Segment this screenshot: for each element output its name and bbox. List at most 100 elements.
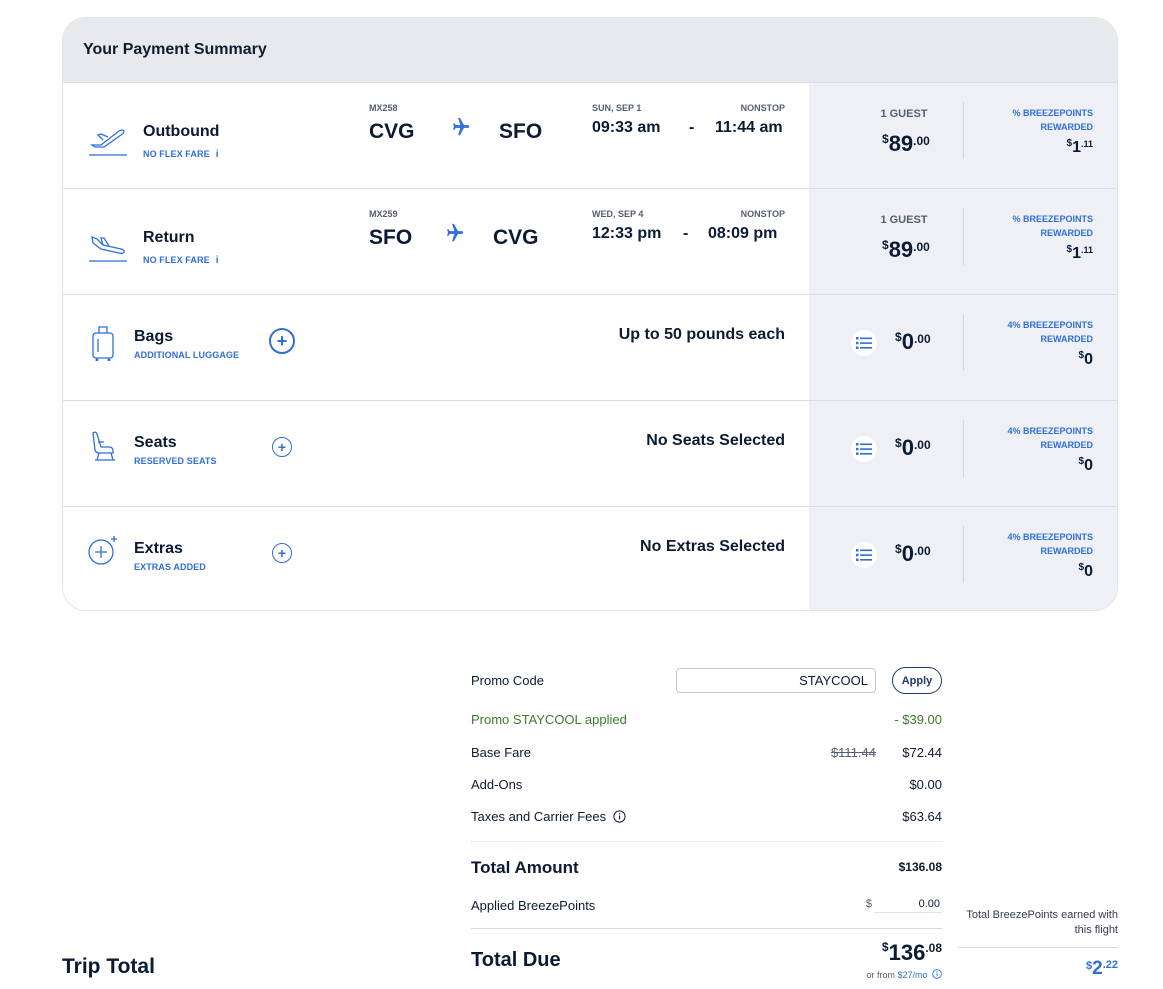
divider xyxy=(963,314,964,371)
page-title: Your Payment Summary xyxy=(83,41,267,58)
breezepoints-value: $1.11 xyxy=(1033,244,1093,263)
divider xyxy=(963,102,964,159)
flight-row-outbound: Outbound NO FLEX FARE i MX258 CVG SFO SUN… xyxy=(63,82,1117,188)
add-seats-button[interactable]: + xyxy=(272,437,292,457)
info-icon[interactable] xyxy=(932,969,942,979)
breezepoints-earned-label: Total BreezePoints earned with this flig… xyxy=(966,909,1118,936)
addon-description: No Seats Selected xyxy=(646,432,785,449)
bp-whole: 1 xyxy=(1072,139,1081,156)
fare-type-text: NO FLEX FARE xyxy=(143,255,210,265)
flight-date: WED, SEP 4 xyxy=(592,209,644,219)
bp-whole: 0 xyxy=(1084,457,1093,474)
origin-airport: CVG xyxy=(369,120,415,143)
due-cents: .08 xyxy=(925,941,942,955)
breezepoints-value: $0 xyxy=(1033,562,1093,581)
base-fare-label: Base Fare xyxy=(471,745,531,760)
addons-label: Add-Ons xyxy=(471,777,523,792)
bp-label-line1: % BREEZEPOINTS xyxy=(1012,214,1093,224)
addon-subtitle: RESERVED SEATS xyxy=(134,456,217,466)
addon-price: $0.00 xyxy=(895,435,931,461)
bp-label-line2: REWARDED xyxy=(1040,440,1093,450)
price-whole: 89 xyxy=(888,131,914,156)
flight-row-return: Return NO FLEX FARE i MX259 SFO CVG WED, … xyxy=(63,188,1117,294)
arrive-time: 11:44 am xyxy=(715,119,783,136)
price-currency: $ xyxy=(895,330,902,344)
stops-label: NONSTOP xyxy=(740,209,785,219)
bp-label-line2: REWARDED xyxy=(1040,546,1093,556)
total-due-label: Total Due xyxy=(471,949,561,971)
flight-price: $89.00 xyxy=(882,131,930,157)
flight-number: MX259 xyxy=(369,209,398,219)
promo-code-row: Promo Code Apply xyxy=(471,660,942,700)
breezepoints-label: 4% BREEZEPOINTS REWARDED xyxy=(973,318,1093,346)
addon-description: Up to 50 pounds each xyxy=(618,326,785,343)
addon-subtitle: EXTRAS ADDED xyxy=(134,562,206,572)
taxes-value: $63.64 xyxy=(902,809,942,824)
bp-earned-whole: 2 xyxy=(1092,958,1103,979)
bp-whole: 1 xyxy=(1072,245,1081,262)
financing-text: or from $27/mo xyxy=(866,969,942,980)
due-currency: $ xyxy=(881,940,889,954)
bp-cents: .11 xyxy=(1080,245,1093,255)
breezepoints-label: % BREEZEPOINTS REWARDED xyxy=(973,212,1093,240)
arrive-time: 08:09 pm xyxy=(708,225,778,242)
fare-type: NO FLEX FARE i xyxy=(143,255,219,266)
price-cents: .00 xyxy=(913,332,931,346)
details-list-button[interactable] xyxy=(851,436,877,462)
price-currency: $ xyxy=(895,436,902,450)
price-cents: .00 xyxy=(913,438,931,452)
breezepoints-value: $0 xyxy=(1033,350,1093,369)
bp-currency: $ xyxy=(1066,244,1073,255)
financing-link[interactable]: $27/mo xyxy=(897,970,928,980)
divider xyxy=(963,420,964,477)
bp-currency: $ xyxy=(1078,456,1085,467)
addon-price: $0.00 xyxy=(895,329,931,355)
details-list-button[interactable] xyxy=(851,542,877,568)
price-whole: 89 xyxy=(888,237,914,262)
bp-label-line1: 4% BREEZEPOINTS xyxy=(1007,426,1093,436)
extras-icon xyxy=(87,535,119,572)
time-separator: - xyxy=(683,225,689,242)
info-icon[interactable] xyxy=(613,810,626,823)
guest-count: 1 GUEST xyxy=(880,108,928,120)
addon-row-bags: Bags ADDITIONAL LUGGAGE + Up to 50 pound… xyxy=(63,294,1117,400)
price-currency: $ xyxy=(895,542,902,556)
flight-label: Outbound xyxy=(143,123,220,140)
plane-landing-icon xyxy=(89,229,127,268)
price-cents: .00 xyxy=(913,240,930,254)
apply-promo-button[interactable]: Apply xyxy=(892,667,942,694)
bp-currency: $ xyxy=(1078,562,1085,573)
base-fare-value: $72.44 xyxy=(902,745,942,760)
due-whole: 136 xyxy=(888,940,926,965)
promo-discount-value: - $39.00 xyxy=(894,712,942,727)
price-whole: 0 xyxy=(901,435,914,460)
breezepoints-label: 4% BREEZEPOINTS REWARDED xyxy=(973,424,1093,452)
add-extras-button[interactable]: + xyxy=(272,543,292,563)
fare-type-text: NO FLEX FARE xyxy=(143,149,210,159)
price-currency: $ xyxy=(882,238,889,252)
bp-label-line2: REWARDED xyxy=(1040,334,1093,344)
addon-description: No Extras Selected xyxy=(640,538,785,555)
plane-takeoff-icon xyxy=(89,123,127,162)
applied-breezepoints-label: Applied BreezePoints xyxy=(471,898,596,913)
breezepoints-label: % BREEZEPOINTS REWARDED xyxy=(973,106,1093,134)
bp-label-line1: 4% BREEZEPOINTS xyxy=(1007,320,1093,330)
add-bags-button[interactable]: + xyxy=(269,328,295,354)
addon-label: Seats xyxy=(134,434,177,451)
breezepoints-earned-value: $2.22 xyxy=(1040,958,1118,980)
trip-total-label: Trip Total xyxy=(62,955,155,978)
info-icon[interactable]: i xyxy=(215,149,219,160)
details-list-button[interactable] xyxy=(851,330,877,356)
info-icon[interactable]: i xyxy=(215,255,219,266)
divider xyxy=(963,208,964,265)
stops-label: NONSTOP xyxy=(740,103,785,113)
promo-code-input[interactable] xyxy=(676,668,876,693)
destination-airport: CVG xyxy=(493,226,539,249)
financing-prefix: or from xyxy=(866,970,898,980)
payment-summary-card: Your Payment Summary Outbound NO FLEX FA… xyxy=(62,17,1118,611)
taxes-label-text: Taxes and Carrier Fees xyxy=(471,809,607,824)
divider xyxy=(963,526,964,583)
applied-breezepoints-input[interactable] xyxy=(874,895,942,913)
flight-number: MX258 xyxy=(369,103,398,113)
bp-currency: $ xyxy=(1066,138,1073,149)
